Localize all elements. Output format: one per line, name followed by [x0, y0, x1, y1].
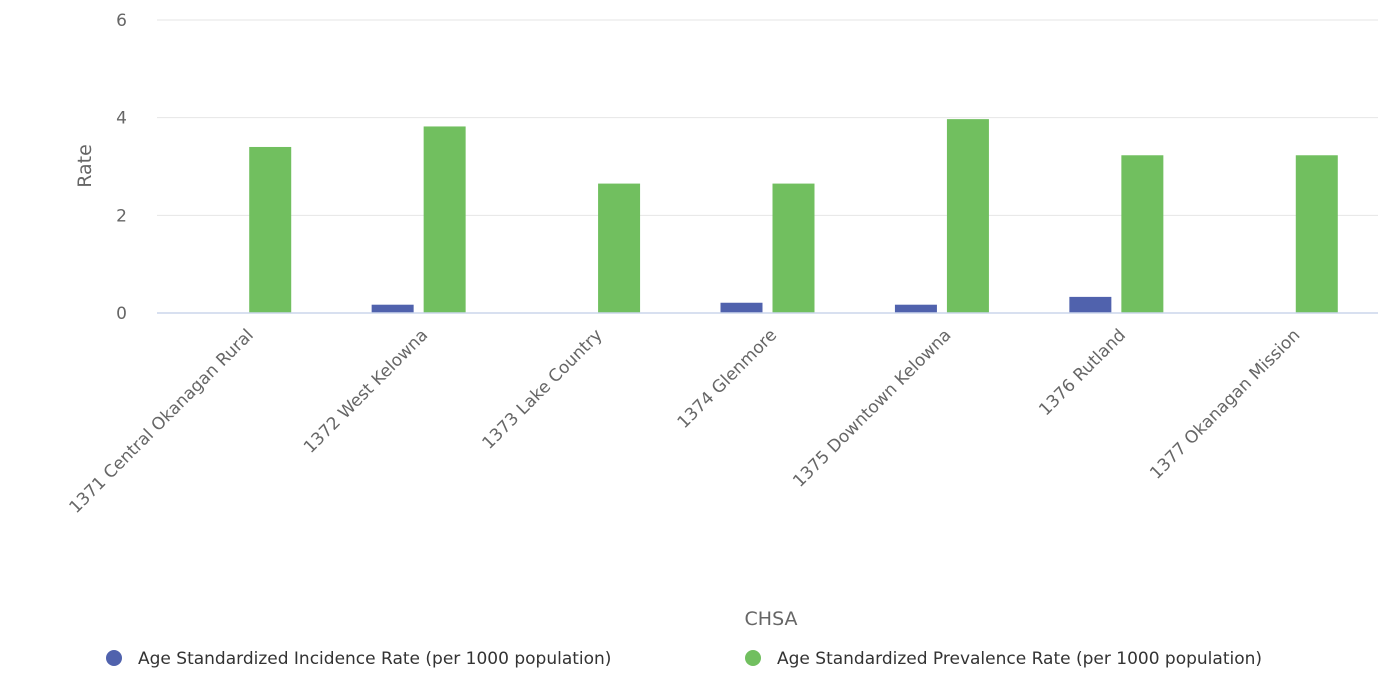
y-tick-label: 2: [116, 206, 127, 226]
legend-label[interactable]: Age Standardized Prevalence Rate (per 10…: [777, 649, 1262, 669]
bars: [249, 119, 1338, 313]
gridlines: [157, 19, 1378, 216]
x-tick-label: 1373 Lake Country: [478, 325, 606, 453]
bar-incidence[interactable]: [371, 304, 414, 313]
x-axis-title: CHSA: [745, 608, 798, 630]
bar-prevalence[interactable]: [423, 126, 466, 313]
legend-marker[interactable]: [106, 650, 122, 666]
legend: Age Standardized Incidence Rate (per 100…: [106, 649, 1262, 669]
bar-incidence[interactable]: [894, 304, 937, 313]
x-tick-label: 1374 Glenmore: [674, 325, 781, 432]
x-tick-label: 1372 West Kelowna: [300, 325, 432, 457]
x-tick-label: 1376 Rutland: [1035, 325, 1130, 420]
x-tick-label: 1371 Central Okanagan Rural: [66, 325, 258, 517]
bar-prevalence[interactable]: [598, 183, 641, 313]
bar-incidence[interactable]: [720, 302, 763, 313]
bar-prevalence[interactable]: [249, 146, 292, 313]
bar-prevalence[interactable]: [946, 119, 989, 313]
x-tick-label: 1377 Okanagan Mission: [1146, 325, 1304, 483]
x-axis-tick-labels: 1371 Central Okanagan Rural 1372 West Kel…: [66, 325, 1305, 517]
bar-prevalence[interactable]: [1121, 155, 1164, 313]
x-tick-label: 1375 Downtown Kelowna: [789, 325, 955, 491]
bar-prevalence[interactable]: [772, 183, 815, 313]
y-axis-tick-labels: 0 2 4 6: [116, 11, 127, 324]
y-tick-label: 0: [116, 304, 127, 324]
y-tick-label: 6: [116, 11, 127, 31]
legend-label[interactable]: Age Standardized Incidence Rate (per 100…: [138, 649, 611, 669]
bar-incidence[interactable]: [1069, 296, 1112, 313]
legend-marker[interactable]: [745, 650, 761, 666]
y-axis-title: Rate: [74, 144, 96, 188]
bar-prevalence[interactable]: [1295, 155, 1338, 313]
y-tick-label: 4: [116, 109, 127, 129]
